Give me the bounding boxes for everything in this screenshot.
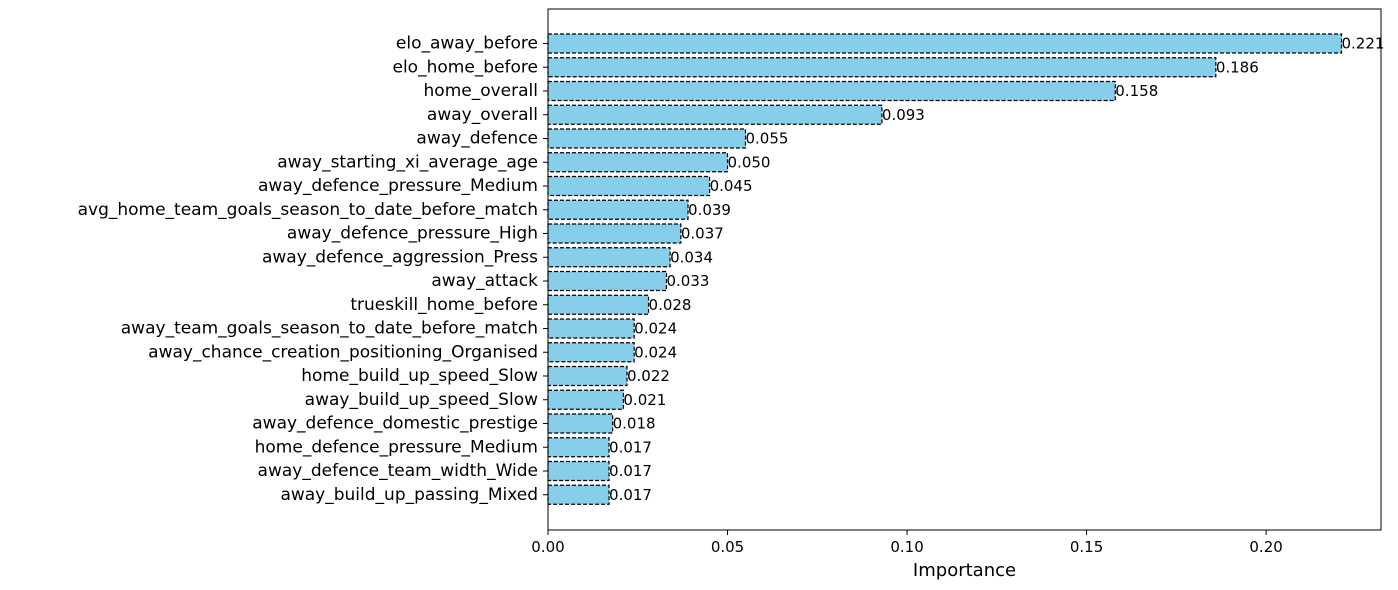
bar-away_defence_aggression_Press <box>547 247 671 268</box>
category-label: avg_home_team_goals_season_to_date_befor… <box>78 200 538 220</box>
bar-away_team_goals_season_to_date_before_match <box>547 318 635 339</box>
bar-away_defence_pressure_High <box>547 223 682 244</box>
category-label: away_defence_pressure_High <box>287 224 538 244</box>
value-label: 0.024 <box>634 320 677 338</box>
value-label: 0.017 <box>609 486 652 504</box>
value-label: 0.039 <box>688 201 731 219</box>
value-labels-group: 0.221 0.186 0.158 0.093 0.055 0.050 0.045 0.039… <box>609 35 1384 504</box>
value-label: 0.022 <box>627 367 670 385</box>
bar-home_build_up_speed_Slow <box>547 365 628 387</box>
bar-elo_home_before <box>547 57 1217 78</box>
bar-away_defence_team_width_Wide <box>547 460 610 482</box>
x-tick-label: 0.00 <box>531 538 564 556</box>
category-label: away_defence_domestic_prestige <box>252 414 538 434</box>
bar-home_overall <box>547 80 1116 102</box>
value-label: 0.033 <box>666 272 709 290</box>
bar-away_chance_creation_positioning_Organised <box>547 342 635 363</box>
category-label: away_defence_pressure_Medium <box>258 176 538 196</box>
category-label: home_overall <box>424 81 538 101</box>
value-label: 0.045 <box>710 177 753 195</box>
x-tick-label: 0.10 <box>890 538 923 556</box>
value-label: 0.221 <box>1342 35 1385 53</box>
category-label: away_team_goals_season_to_date_before_ma… <box>121 319 538 339</box>
category-label: elo_away_before <box>396 34 538 54</box>
value-label: 0.158 <box>1115 82 1158 100</box>
bar-away_attack <box>547 270 668 292</box>
bar-elo_away_before <box>547 33 1343 54</box>
bar-away_starting_xi_average_age <box>547 152 729 173</box>
value-label: 0.186 <box>1216 58 1259 76</box>
value-label: 0.093 <box>882 106 925 124</box>
value-label: 0.037 <box>681 225 724 243</box>
value-label: 0.021 <box>623 391 666 409</box>
bar-away_defence <box>547 128 747 149</box>
bar-away_overall <box>547 104 883 125</box>
category-label: away_build_up_passing_Mixed <box>280 485 538 505</box>
category-label: away_defence <box>416 129 538 149</box>
x-axis-ticks-group: 0.00 0.05 0.10 0.15 0.20 <box>531 530 1283 556</box>
category-label: elo_home_before <box>393 57 539 77</box>
value-label: 0.034 <box>670 248 713 266</box>
value-label: 0.028 <box>649 296 692 314</box>
value-label: 0.024 <box>634 343 677 361</box>
category-label: away_defence_team_width_Wide <box>258 461 538 481</box>
bar-away_build_up_speed_Slow <box>547 389 625 410</box>
category-label: trueskill_home_before <box>350 295 538 315</box>
value-label: 0.017 <box>609 462 652 480</box>
category-label: away_chance_creation_positioning_Organis… <box>148 342 538 362</box>
bars-group <box>547 33 1343 505</box>
category-label: home_build_up_speed_Slow <box>301 366 538 386</box>
value-label: 0.017 <box>609 438 652 456</box>
bar-away_build_up_passing_Mixed <box>547 484 610 505</box>
plot-area-frame <box>547 8 1382 531</box>
x-axis-label: Importance <box>913 560 1016 581</box>
category-label: away_defence_aggression_Press <box>262 247 538 267</box>
bar-away_defence_pressure_Medium <box>547 175 711 197</box>
bar-home_defence_pressure_Medium <box>547 437 610 458</box>
category-label: away_overall <box>427 105 538 125</box>
value-label: 0.018 <box>613 415 656 433</box>
x-tick-label: 0.15 <box>1070 538 1103 556</box>
category-label: home_defence_pressure_Medium <box>255 437 538 457</box>
category-label: away_build_up_speed_Slow <box>305 390 538 410</box>
value-label: 0.055 <box>745 130 788 148</box>
bar-away_defence_domestic_prestige <box>547 413 614 434</box>
x-tick-label: 0.05 <box>711 538 744 556</box>
category-label: away_attack <box>431 271 538 291</box>
bar-trueskill_home_before <box>547 294 650 315</box>
bar-avg_home_team_goals_season_to_date_before_match <box>547 199 689 220</box>
category-labels-group: elo_away_before elo_home_before home_overa… <box>78 34 548 505</box>
category-label: away_starting_xi_average_age <box>277 152 538 172</box>
x-tick-label: 0.20 <box>1249 538 1282 556</box>
value-label: 0.050 <box>728 153 771 171</box>
